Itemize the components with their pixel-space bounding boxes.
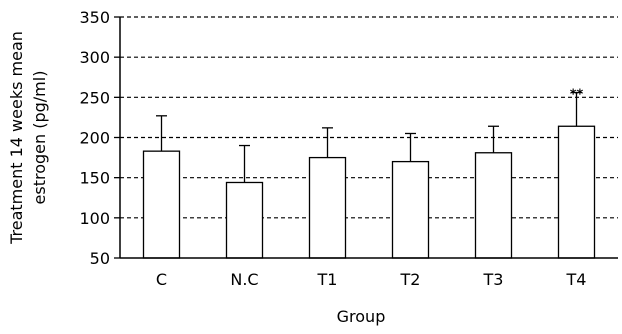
y-tick-label: 300 [79, 48, 110, 67]
x-tick-label: T2 [400, 270, 421, 289]
y-tick-label: 50 [90, 249, 110, 268]
x-tick-label: N.C [230, 270, 258, 289]
bars [142, 91, 596, 259]
gridlines [120, 16, 618, 219]
x-tick-label: T4 [566, 270, 587, 289]
y-axis-label: Treatment 14 weeks mean [7, 31, 26, 245]
significance-annotation: ** [570, 88, 584, 103]
y-tick-label: 350 [79, 8, 110, 27]
x-tick-label: C [156, 270, 167, 289]
y-tick-label: 100 [79, 209, 110, 228]
bar-t2 [391, 160, 430, 259]
bar-t3 [474, 152, 513, 259]
x-axis-label: Group [337, 307, 386, 326]
bar-t1 [308, 156, 347, 259]
bar-c [142, 150, 181, 259]
axes [114, 16, 618, 259]
x-tick-label: T1 [317, 270, 338, 289]
bar-t4 [557, 125, 596, 259]
y-tick-label: 150 [79, 169, 110, 188]
bar-n-c [225, 181, 264, 259]
labels: 50 100 150 200 250 300 350 C N.C T1 T2 T3 T4 ** Group T… [7, 8, 586, 326]
y-tick-label: 200 [79, 129, 110, 148]
y-axis-label: estrogen (pg/ml) [30, 71, 49, 205]
y-tick-label: 250 [79, 88, 110, 107]
x-tick-label: T3 [483, 270, 504, 289]
